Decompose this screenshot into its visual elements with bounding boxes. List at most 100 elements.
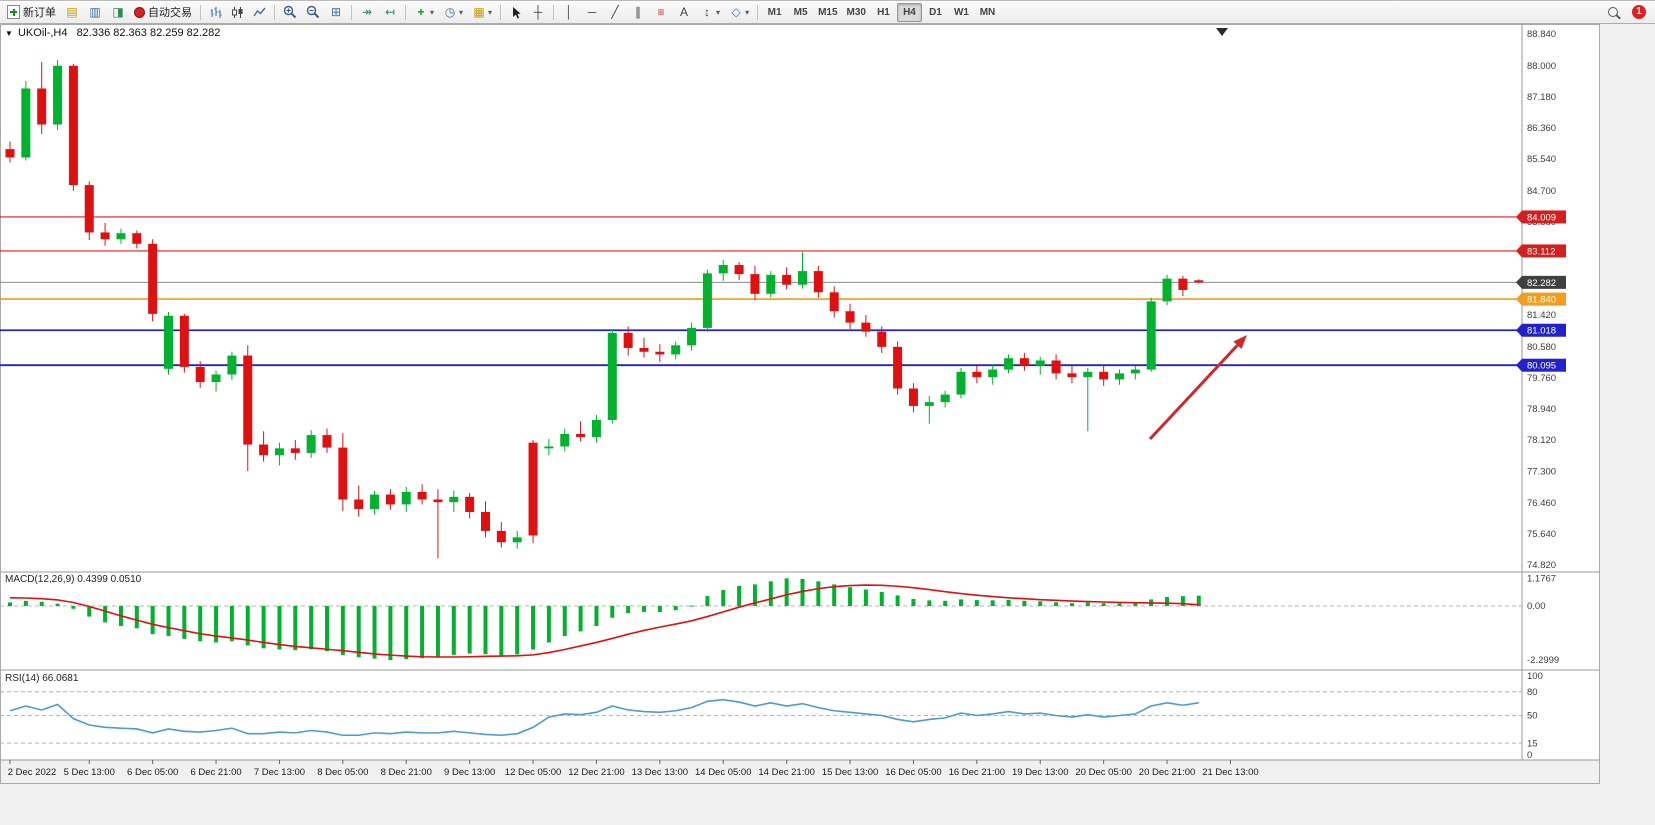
search-button[interactable] [1602, 3, 1623, 22]
svg-text:83.112: 83.112 [1527, 246, 1555, 257]
bar-chart-button[interactable] [205, 3, 226, 22]
candlestick-chart-button[interactable] [227, 3, 248, 22]
horizontal-line-button[interactable]: ─ [581, 3, 603, 22]
rsi-scale-label: 0 [1527, 750, 1532, 761]
candle-body [956, 371, 966, 395]
trend-arrow-annotation[interactable] [1148, 335, 1247, 441]
macd-bar [562, 606, 567, 637]
candle-body [401, 491, 411, 505]
indicators-button[interactable]: + ▾ [410, 3, 438, 22]
chart-canvas[interactable]: 88.84088.00087.18086.36085.54084.70083.8… [0, 24, 1600, 784]
macd-bar [1054, 602, 1059, 606]
time-axis-label: 16 Dec 21:00 [949, 767, 1006, 778]
rsi-scale-label: 80 [1527, 687, 1538, 698]
arrows-tool-icon: ↕ [704, 5, 711, 19]
price-axis-label: 79.760 [1527, 373, 1556, 384]
collapse-triangle-icon[interactable]: ▼ [5, 29, 13, 38]
vertical-line-icon: │ [565, 5, 573, 19]
rsi-line [9, 698, 1199, 737]
zoom-in-icon [283, 5, 297, 19]
cursor-icon [513, 6, 521, 19]
tf-d1-button[interactable]: D1 [923, 3, 948, 22]
chart-shift-marker[interactable] [1216, 28, 1228, 36]
cursor-button[interactable] [505, 3, 526, 22]
chart-shift-button[interactable]: ↤ [379, 3, 401, 22]
tile-windows-button[interactable]: ⊞ [325, 3, 347, 22]
autotrading-button[interactable]: 自动交易 [130, 3, 196, 22]
navigator-button[interactable]: ▥ [84, 3, 106, 22]
time-axis-label: 20 Dec 05:00 [1075, 767, 1132, 778]
arrows-tool-button[interactable]: ↕ ▾ [696, 3, 724, 22]
candle-body [940, 394, 950, 403]
shapes-button[interactable]: ◇ ▾ [725, 3, 753, 22]
tf-m5-button[interactable]: M5 [788, 3, 813, 22]
macd-bar [800, 578, 805, 606]
candle-body [21, 88, 31, 158]
navigator-icon: ▥ [89, 5, 101, 19]
text-tool-button[interactable]: A [673, 3, 695, 22]
current-price-tag: 82.282 [1516, 275, 1566, 289]
candle-body [433, 499, 443, 503]
candle-body [512, 537, 522, 543]
time-axis-label: 19 Dec 13:00 [1012, 767, 1069, 778]
candle-body [1019, 358, 1029, 366]
macd-bar [39, 601, 44, 606]
line-chart-button[interactable] [249, 3, 270, 22]
tf-w1-button[interactable]: W1 [949, 3, 974, 22]
fibonacci-button[interactable]: ≡ [650, 3, 672, 22]
tf-mn-button[interactable]: MN [975, 3, 1000, 22]
time-axis-label: 12 Dec 21:00 [568, 767, 625, 778]
templates-button[interactable]: ▦ ▾ [468, 3, 496, 22]
candle-body [718, 265, 728, 274]
price-axis-label: 76.460 [1527, 498, 1556, 509]
macd-bar [87, 606, 92, 617]
candlestick-series [5, 60, 1204, 559]
candle-body [1194, 280, 1204, 283]
candle-body [671, 345, 681, 355]
tf-h4-button[interactable]: H4 [896, 2, 922, 22]
toolbar: 新订单 ▤ ▥ ◨ 自动交易 ⊞ ↠ ↤ + ▾ ◷ ▾ [0, 1, 1655, 24]
candle-body [148, 243, 158, 314]
candle-body [338, 447, 348, 500]
periods-button[interactable]: ◷ ▾ [439, 3, 467, 22]
candle-body [655, 351, 665, 355]
channel-button[interactable]: ∥ [627, 3, 649, 22]
market-watch-button[interactable]: ▤ [61, 3, 83, 22]
vertical-line-button[interactable]: │ [558, 3, 580, 22]
rsi-label: RSI(14) 66.0681 [5, 673, 79, 684]
notification-badge[interactable]: 1 [1632, 5, 1646, 19]
candle-body [988, 369, 998, 378]
terminal-button[interactable]: ◨ [107, 3, 129, 22]
macd-scale-label: -2.2999 [1527, 655, 1559, 666]
svg-text:84.009: 84.009 [1527, 212, 1556, 223]
candle-body [1051, 360, 1061, 374]
zoom-in-button[interactable] [279, 3, 301, 22]
macd-bar [879, 591, 884, 606]
periods-icon: ◷ [444, 5, 456, 19]
new-order-button[interactable]: 新订单 [3, 3, 60, 22]
macd-bar [356, 606, 361, 658]
tf-h1-button[interactable]: H1 [871, 3, 896, 22]
tf-m1-button[interactable]: M1 [762, 3, 787, 22]
tf-m15-button[interactable]: M15 [814, 3, 841, 22]
macd-bar [1133, 602, 1138, 606]
macd-bar [990, 600, 995, 606]
price-axis-label: 88.000 [1527, 61, 1556, 72]
macd-bar [642, 606, 646, 612]
auto-scroll-button[interactable]: ↠ [356, 3, 378, 22]
crosshair-button[interactable]: ┼ [527, 3, 549, 22]
candle-body [845, 311, 855, 323]
zoom-out-button[interactable] [302, 3, 324, 22]
price-axis-label: 78.940 [1527, 404, 1556, 415]
macd-bar [721, 590, 726, 606]
time-axis-label: 14 Dec 05:00 [695, 767, 752, 778]
ohlc-readout: 82.336 82.363 82.259 82.282 [76, 27, 221, 39]
candle-body [576, 433, 586, 437]
tf-m30-button[interactable]: M30 [843, 3, 870, 22]
macd-bar [531, 606, 536, 650]
time-axis-label: 9 Dec 13:00 [444, 767, 495, 778]
candle-body [766, 274, 776, 294]
zoom-out-icon [306, 5, 320, 19]
trendline-button[interactable]: ╱ [604, 3, 626, 22]
price-axis: 88.84088.00087.18086.36085.54084.70083.8… [1527, 29, 1559, 761]
